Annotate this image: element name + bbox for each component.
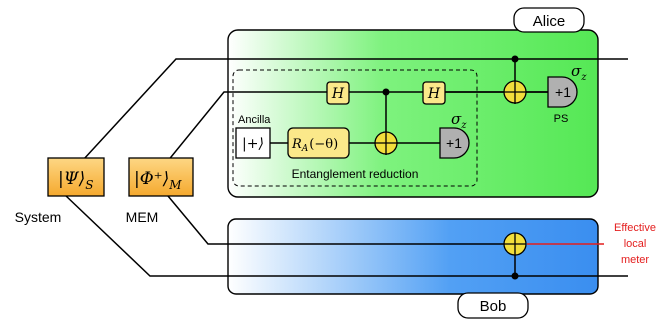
- rotation-gate-sub: A: [301, 144, 309, 154]
- bob-panel: [227, 218, 599, 295]
- rotation-gate-label: R: [291, 137, 302, 152]
- rotation-gate-arg: (−θ): [309, 137, 338, 152]
- effective-line-1: Effective: [614, 222, 656, 234]
- mem-wire-bob: [162, 189, 515, 245]
- sigma-z-er-label: σ: [451, 110, 462, 128]
- meter-er: +1: [439, 127, 470, 159]
- svg-text:RA(−θ): RA(−θ): [291, 137, 338, 154]
- ancilla-state-label: |+⟩: [242, 136, 264, 152]
- ancilla-label: Ancilla: [238, 114, 271, 126]
- rotation-gate: RA(−θ): [287, 127, 350, 159]
- effective-line-2: local: [624, 238, 647, 250]
- bob-label: Bob: [480, 298, 507, 315]
- hadamard-gate-2: H: [422, 81, 446, 105]
- sigma-z-er-sub: z: [460, 120, 467, 131]
- mem-label: MEM: [126, 209, 159, 225]
- oplus-bob: [503, 232, 527, 256]
- system-state-sub: S: [85, 178, 93, 192]
- svg-text:σz: σz: [451, 110, 467, 131]
- oplus-ps: [503, 80, 527, 104]
- control-dot-bob: [511, 272, 519, 280]
- mem-state-box: |Φ⁺⟩M: [128, 157, 194, 197]
- effective-line-3: meter: [621, 254, 649, 266]
- ps-label: PS: [554, 113, 569, 125]
- system-state-box: |Ψ⟩S: [47, 157, 105, 197]
- meter-ps-label: +1: [555, 84, 571, 100]
- hadamard-2-label: H: [427, 86, 441, 102]
- mem-state-label: |Φ⁺⟩: [134, 169, 169, 189]
- oplus-er: [374, 131, 398, 155]
- hadamard-gate-1: H: [326, 81, 350, 105]
- svg-text:|Ψ⟩S: |Ψ⟩S: [58, 169, 94, 192]
- meter-ps: +1: [547, 76, 578, 108]
- system-state-label: |Ψ⟩: [58, 169, 85, 189]
- alice-label: Alice: [533, 13, 566, 30]
- bob-tab: Bob: [457, 292, 529, 319]
- entanglement-reduction-label: Entanglement reduction: [292, 167, 419, 181]
- meter-er-label: +1: [446, 135, 462, 151]
- system-label: System: [15, 209, 62, 225]
- control-dot-ps: [511, 55, 519, 63]
- sigma-z-ps-sub: z: [580, 72, 587, 83]
- svg-text:|Φ⁺⟩M: |Φ⁺⟩M: [134, 169, 182, 192]
- svg-text:σz: σz: [571, 62, 587, 83]
- system-wire-bob: [64, 194, 628, 277]
- sigma-z-ps-label: σ: [571, 62, 582, 80]
- effective-local-meter-label: Effective local meter: [614, 222, 656, 266]
- mem-state-sub: M: [168, 178, 182, 192]
- ancilla-state-box: |+⟩: [235, 127, 271, 159]
- hadamard-1-label: H: [331, 86, 345, 102]
- system-wire-alice: [59, 58, 628, 186]
- alice-tab: Alice: [513, 7, 585, 33]
- entanglement-reduction-box: [232, 69, 478, 187]
- control-dot-er: [382, 88, 390, 96]
